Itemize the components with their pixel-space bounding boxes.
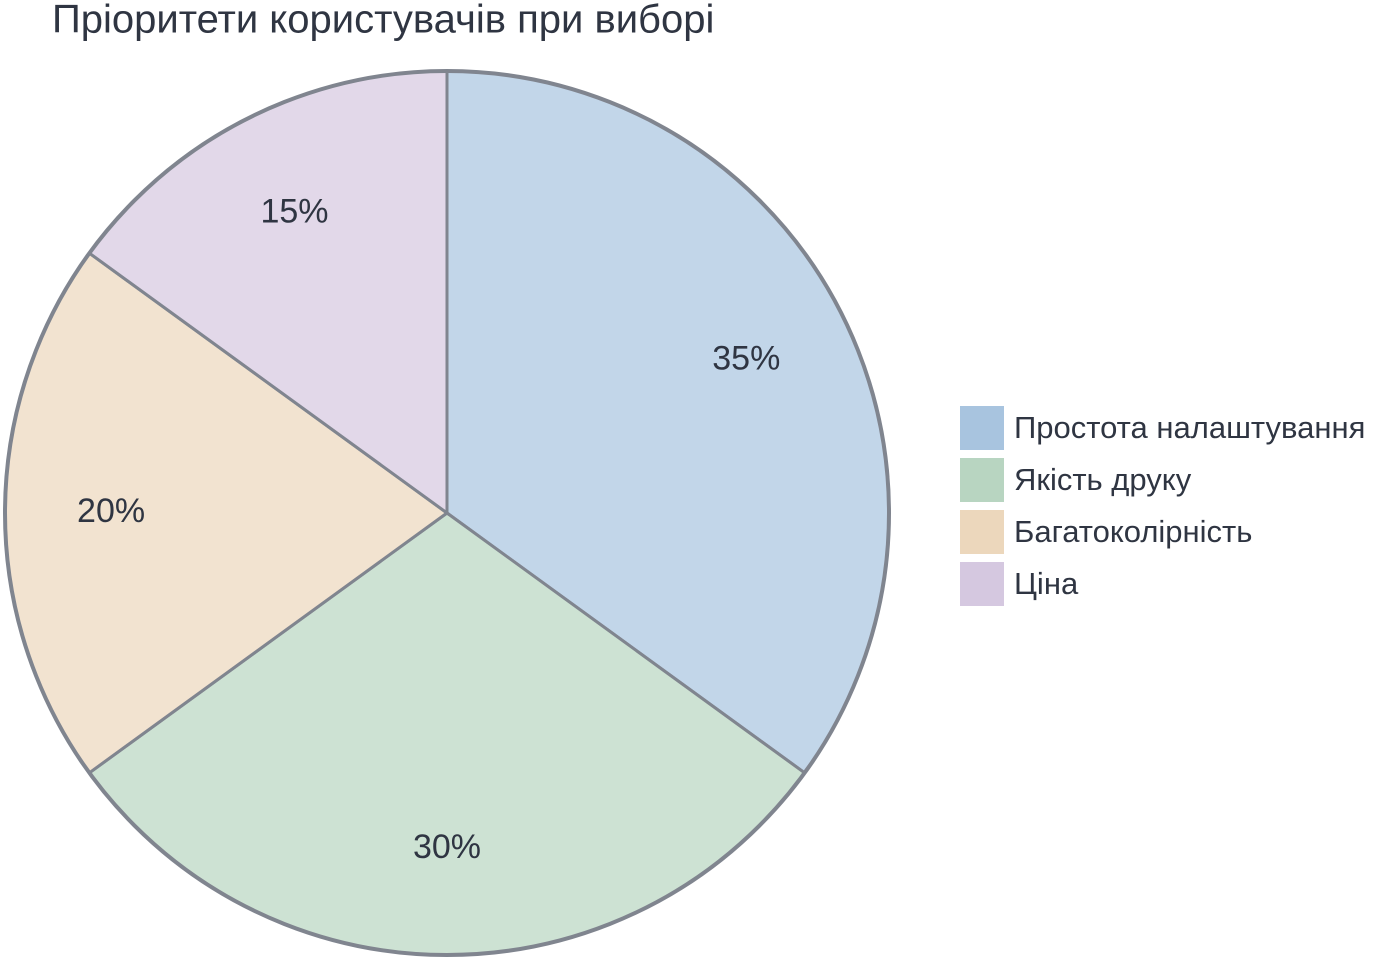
chart-title: Пріоритети користувачів при виборі	[52, 0, 714, 42]
legend-swatch	[960, 406, 1004, 450]
legend-label: Простота налаштування	[1014, 410, 1365, 445]
data-label: 20%	[77, 492, 145, 530]
legend-swatch	[960, 510, 1004, 554]
legend-label: Ціна	[1014, 566, 1079, 601]
legend-label: Багатоколірність	[1014, 514, 1252, 549]
legend-label: Якість друку	[1014, 462, 1192, 497]
legend-swatch	[960, 458, 1004, 502]
data-label: 15%	[260, 193, 328, 231]
data-label: 30%	[413, 828, 481, 866]
pie-outline	[3, 69, 891, 957]
legend-swatch	[960, 562, 1004, 606]
data-label: 35%	[712, 339, 780, 377]
